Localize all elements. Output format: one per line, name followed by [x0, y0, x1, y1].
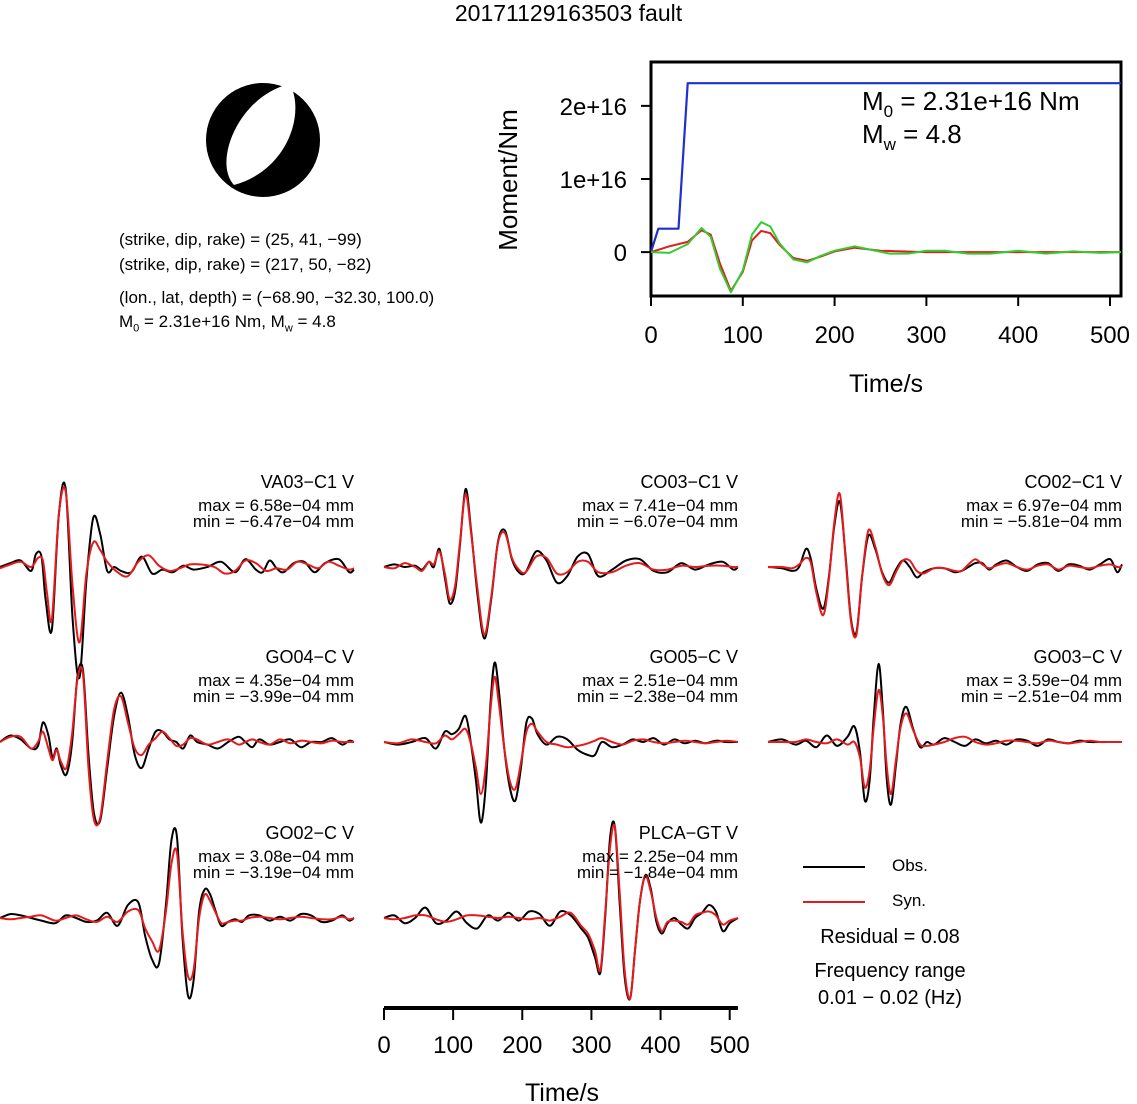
station-min: min = −1.84e−04 mm — [577, 863, 738, 882]
legend-syn-label: Syn. — [892, 891, 926, 911]
legend-obs-line — [803, 866, 865, 868]
station-label: PLCA−GT V — [639, 823, 738, 843]
station-min: min = −2.51e−04 mm — [961, 687, 1122, 706]
station-min: min = −6.07e−04 mm — [577, 512, 738, 531]
station-label: GO04−C V — [265, 647, 354, 667]
waveform-x-tick-label: 0 — [377, 1032, 390, 1059]
legend-obs-label: Obs. — [892, 856, 928, 876]
station-label: VA03−C1 V — [261, 472, 354, 492]
waveform-x-tick-label: 500 — [710, 1032, 750, 1059]
waveform-x-tick-label: 400 — [641, 1032, 681, 1059]
waveform-x-tick-label: 300 — [571, 1032, 611, 1059]
frequency-range-title: Frequency range — [780, 960, 1000, 983]
legend-syn-line — [803, 901, 865, 903]
station-min: min = −3.99e−04 mm — [193, 687, 354, 706]
station-label: GO03−C V — [1033, 647, 1122, 667]
waveform-x-tick-label: 100 — [433, 1032, 473, 1059]
station-min: min = −2.38e−04 mm — [577, 687, 738, 706]
waveform-x-axis-label: Time/s — [525, 1079, 599, 1104]
residual-text: Residual = 0.08 — [790, 926, 990, 949]
station-label: CO03−C1 V — [640, 472, 738, 492]
station-min: min = −5.81e−04 mm — [961, 512, 1122, 531]
station-label: GO02−C V — [265, 823, 354, 843]
frequency-range-value: 0.01 − 0.02 (Hz) — [780, 987, 1000, 1010]
station-min: min = −6.47e−04 mm — [193, 512, 354, 531]
station-min: min = −3.19e−04 mm — [193, 863, 354, 882]
waveform-x-tick-label: 200 — [502, 1032, 542, 1059]
station-label: CO02−C1 V — [1024, 472, 1122, 492]
station-label: GO05−C V — [649, 647, 738, 667]
